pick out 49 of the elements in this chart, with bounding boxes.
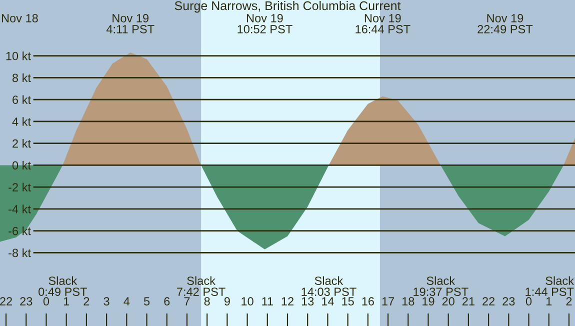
x-tick-label: 22 bbox=[482, 297, 495, 306]
chart-title: Surge Narrows, British Columbia Current bbox=[174, 0, 401, 13]
x-tick-label: 18 bbox=[402, 297, 414, 306]
x-tick-label: 3 bbox=[104, 297, 110, 306]
x-tick-label: 6 bbox=[164, 297, 170, 306]
annotation: Nov 19 10:52 PST bbox=[238, 14, 292, 34]
x-tick-label: 1 bbox=[546, 297, 552, 306]
x-tick-label: 10 bbox=[242, 297, 254, 306]
x-tick-label: 0 bbox=[526, 297, 532, 306]
x-tick-label: 23 bbox=[502, 297, 515, 306]
x-tick-label: 8 bbox=[204, 297, 210, 306]
y-tick-label: -8 kt bbox=[8, 248, 31, 258]
x-tick-label: 22 bbox=[0, 297, 12, 306]
x-tick-label: 9 bbox=[224, 297, 230, 306]
annotation: Slack 14:03 PST bbox=[302, 276, 356, 296]
x-tick-label: 16 bbox=[362, 297, 374, 306]
y-tick-label: 2 kt bbox=[12, 139, 31, 148]
annotation: Nov 19 16:44 PST bbox=[356, 14, 410, 34]
x-tick-label: 20 bbox=[442, 297, 454, 306]
x-tick-label: 21 bbox=[462, 297, 474, 306]
x-tick-label: 23 bbox=[20, 297, 32, 306]
x-tick-label: 13 bbox=[302, 297, 314, 306]
y-tick-label: -4 kt bbox=[8, 204, 31, 214]
x-tick-label: 12 bbox=[282, 297, 294, 306]
x-tick-label: 0 bbox=[43, 297, 50, 306]
y-tick-label: 4 kt bbox=[12, 117, 31, 126]
x-tick-label: 4 bbox=[124, 297, 130, 306]
x-tick-label: 2 bbox=[84, 297, 90, 306]
x-tick-label: 7 bbox=[184, 297, 190, 306]
annotation: Nov 19 22:49 PST bbox=[478, 14, 533, 34]
x-tick-label: 15 bbox=[342, 297, 354, 306]
x-tick-label: 17 bbox=[382, 297, 394, 306]
x-tick-label: 11 bbox=[262, 297, 273, 306]
x-tick-label: 19 bbox=[422, 297, 434, 306]
y-tick-label: -6 kt bbox=[8, 226, 31, 236]
x-tick-label: 2 bbox=[566, 297, 572, 306]
y-tick-label: 10 kt bbox=[6, 52, 31, 60]
x-tick-label: 14 bbox=[322, 297, 334, 306]
x-tick-label: 5 bbox=[144, 297, 150, 306]
annotation: Nov 19 4:11 PST bbox=[106, 14, 154, 34]
annotation: Slack 0:49 PST bbox=[38, 276, 87, 296]
y-tick-label: -2 kt bbox=[8, 182, 31, 192]
y-tick-label: 8 kt bbox=[12, 73, 31, 82]
annotation: Nov 18 bbox=[2, 14, 38, 22]
y-tick-label: 6 kt bbox=[12, 95, 31, 104]
x-tick-label: 1 bbox=[64, 297, 70, 306]
annotation: Slack 7:42 PST bbox=[177, 276, 226, 296]
annotation: Slack 19:37 PST bbox=[414, 276, 468, 296]
annotation: Slack 1:44 PST bbox=[526, 276, 574, 296]
